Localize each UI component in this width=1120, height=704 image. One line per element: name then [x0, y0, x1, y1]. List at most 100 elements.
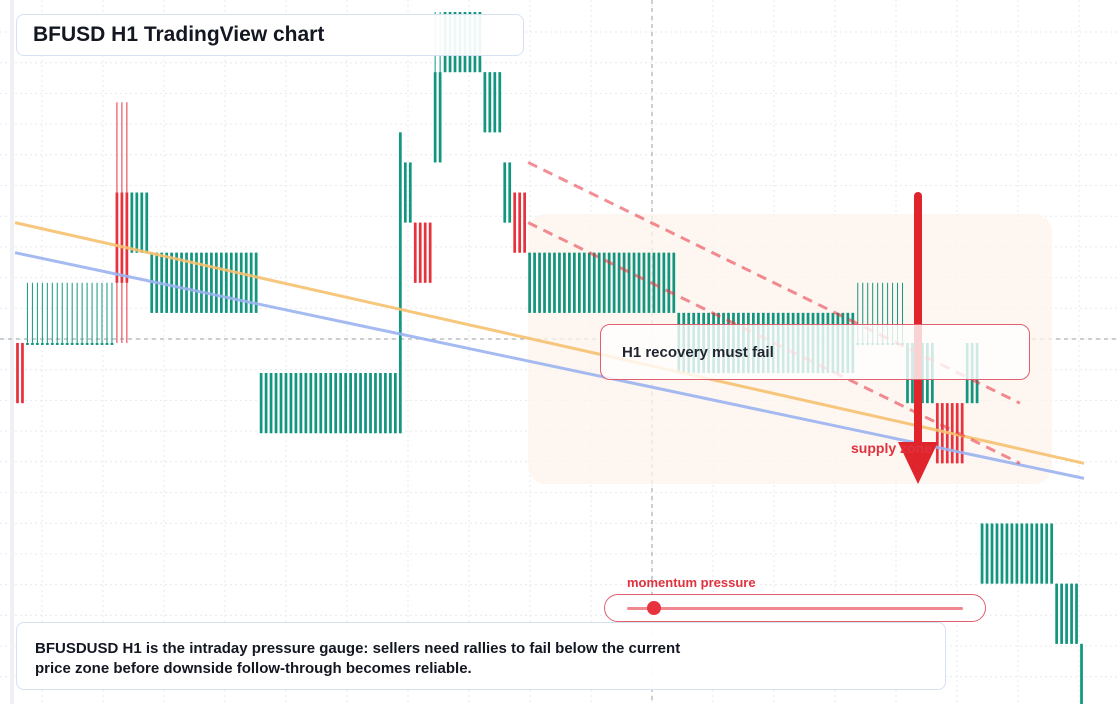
candle-body	[647, 252, 651, 313]
candle-body	[563, 252, 566, 313]
candle-body	[433, 72, 437, 163]
candle-body	[513, 192, 517, 253]
candle-body	[508, 162, 512, 223]
analysis-note-box: BFUSDUSD H1 is the intraday pressure gau…	[16, 622, 946, 690]
candle-body	[50, 342, 54, 345]
candle-body	[1015, 523, 1019, 584]
candle-body	[1035, 523, 1039, 584]
candle-body	[935, 403, 939, 464]
candle-body	[1010, 523, 1014, 584]
candle-body	[80, 342, 84, 345]
candle-body	[523, 192, 527, 253]
candle-body	[612, 252, 616, 313]
candle-body	[215, 252, 218, 313]
candle-body	[533, 252, 536, 313]
candle-body	[607, 252, 611, 313]
left-axis-strip	[10, 0, 14, 704]
resistance-trendline	[527, 161, 1021, 405]
candle-body	[309, 373, 313, 434]
candle-body	[110, 342, 114, 345]
candle-body	[249, 252, 253, 313]
candle-body	[1030, 523, 1034, 584]
candle-body	[990, 523, 994, 584]
candle-body	[344, 373, 348, 434]
candle-body	[100, 342, 104, 345]
candle-body	[359, 373, 362, 434]
candle-body	[384, 373, 387, 434]
candle-body	[354, 373, 357, 434]
candle-body	[364, 373, 367, 434]
recovery-annotation-label: H1 recovery must fail	[622, 343, 774, 361]
candle-body	[632, 252, 636, 313]
candle-body	[627, 252, 631, 313]
candle-body	[264, 373, 268, 434]
candle-body	[960, 403, 964, 464]
candle-body	[205, 252, 208, 313]
candle-body	[672, 252, 676, 313]
candle-body	[170, 252, 173, 313]
candle-body	[284, 373, 288, 434]
momentum-knob[interactable]	[646, 601, 661, 615]
candle-body	[185, 252, 188, 313]
candle-body	[577, 252, 581, 313]
candle-body	[393, 373, 397, 434]
candle-body	[617, 252, 621, 313]
candle-body	[175, 252, 178, 313]
candle-body	[528, 252, 531, 313]
trendline-orange	[14, 221, 1085, 465]
candle-body	[90, 342, 94, 345]
candle-body	[622, 252, 626, 313]
candle-body	[587, 252, 591, 313]
trendline-blue	[14, 251, 1085, 480]
candle-body	[339, 373, 343, 434]
candle-body	[403, 162, 407, 223]
candle-body	[180, 252, 183, 313]
candle-body	[1025, 523, 1029, 584]
candle-body	[120, 192, 124, 283]
candle-body	[1045, 523, 1049, 584]
candle-body	[289, 373, 293, 434]
candle-body	[1005, 523, 1009, 584]
candle-body	[438, 72, 442, 163]
candle-body	[95, 342, 99, 345]
candle-body	[329, 373, 333, 434]
candle-body	[274, 373, 278, 434]
candle-body	[115, 192, 119, 283]
candle-body	[219, 252, 223, 313]
chart-title-box: BFUSD H1 TradingView chart	[16, 14, 524, 56]
candle-body	[995, 523, 999, 584]
candle-body	[398, 132, 402, 434]
candle-body	[125, 192, 129, 283]
candle-body	[1070, 583, 1073, 644]
candle-body	[254, 252, 258, 313]
candle-body	[140, 192, 144, 253]
momentum-gauge[interactable]	[604, 594, 986, 622]
candle-body	[667, 252, 671, 313]
candle-body	[259, 373, 263, 434]
supply-zone-label: supply zone	[851, 440, 932, 456]
candle-body	[592, 252, 596, 313]
candle-body	[190, 252, 193, 313]
candle-body	[413, 222, 417, 283]
candle-body	[269, 373, 273, 434]
candle-body	[135, 192, 139, 253]
candle-body	[36, 342, 39, 345]
candle-body	[75, 342, 79, 345]
candle-body	[985, 523, 989, 584]
candle-body	[369, 373, 372, 434]
candle-body	[568, 252, 571, 313]
candle-body	[428, 222, 432, 283]
candle-body	[1000, 523, 1004, 584]
candle-body	[239, 252, 243, 313]
candle-body	[349, 373, 352, 434]
candle-body	[548, 252, 551, 313]
candle-body	[224, 252, 228, 313]
candle-body	[195, 252, 198, 313]
candle-body	[940, 403, 944, 464]
candle-body	[642, 252, 646, 313]
candle-body	[553, 252, 556, 313]
candle-body	[637, 252, 641, 313]
candle-body	[662, 252, 666, 313]
candle-body	[1040, 523, 1044, 584]
